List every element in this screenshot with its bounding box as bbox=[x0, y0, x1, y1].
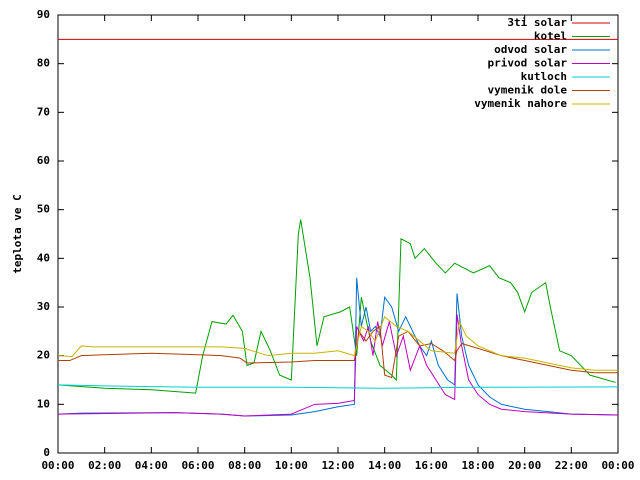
x-tick-label: 06:00 bbox=[181, 459, 214, 472]
y-tick-label: 50 bbox=[37, 203, 50, 216]
legend-label: vymenik nahore bbox=[474, 97, 567, 110]
series-line bbox=[57, 384, 619, 389]
y-tick-label: 20 bbox=[37, 349, 50, 362]
y-tick-label: 60 bbox=[37, 154, 50, 167]
series-line bbox=[57, 219, 616, 394]
x-tick-label: 10:00 bbox=[275, 459, 308, 472]
x-tick-label: 16:00 bbox=[415, 459, 448, 472]
legend-label: privod solar bbox=[488, 57, 568, 70]
legend-label: vymenik dole bbox=[488, 84, 568, 97]
x-tick-label: 18:00 bbox=[461, 459, 494, 472]
x-tick-label: 04:00 bbox=[135, 459, 168, 472]
series-line bbox=[58, 325, 618, 379]
y-tick-label: 10 bbox=[37, 397, 50, 410]
x-tick-label: 00:00 bbox=[601, 459, 634, 472]
y-tick-label: 0 bbox=[43, 446, 50, 459]
legend-label: odvod solar bbox=[494, 43, 567, 56]
legend-label: kotel bbox=[534, 30, 567, 43]
series-line bbox=[57, 314, 619, 417]
y-tick-label: 70 bbox=[37, 105, 50, 118]
x-tick-label: 12:00 bbox=[321, 459, 354, 472]
y-tick-label: 80 bbox=[37, 57, 50, 70]
x-tick-label: 20:00 bbox=[508, 459, 541, 472]
x-tick-label: 22:00 bbox=[555, 459, 588, 472]
series-line bbox=[57, 315, 618, 371]
legend-label: 3ti solar bbox=[507, 16, 567, 29]
x-tick-label: 00:00 bbox=[41, 459, 74, 472]
y-tick-label: 90 bbox=[37, 8, 50, 21]
x-tick-label: 14:00 bbox=[368, 459, 401, 472]
y-tick-label: 40 bbox=[37, 251, 50, 264]
y-axis-label: teplota ve C bbox=[11, 194, 24, 273]
x-tick-label: 08:00 bbox=[228, 459, 261, 472]
y-tick-label: 30 bbox=[37, 300, 50, 313]
x-tick-label: 02:00 bbox=[88, 459, 121, 472]
legend-label: kutloch bbox=[521, 70, 567, 83]
